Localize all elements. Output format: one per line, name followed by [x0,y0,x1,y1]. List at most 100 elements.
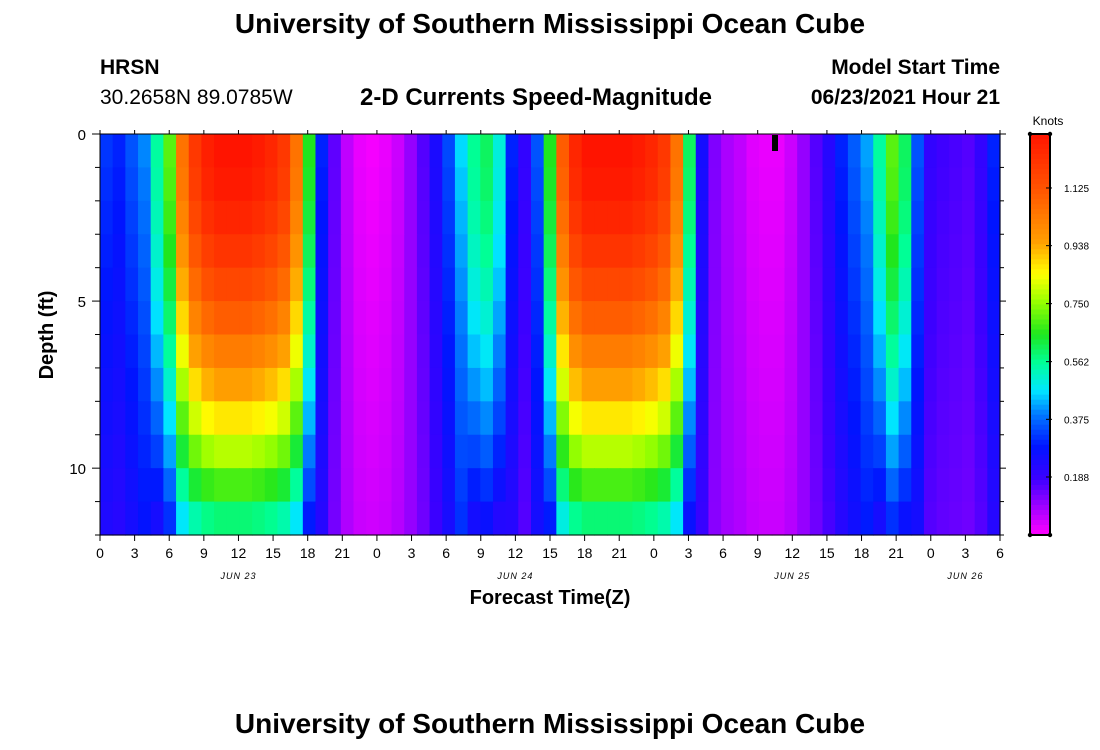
heatmap-cell [619,468,633,503]
heatmap-cell [847,468,862,503]
heatmap-cell [632,267,646,302]
heatmap-cell [492,401,507,436]
heatmap-cell [911,200,925,235]
heatmap-cell [315,267,329,302]
heatmap-cell [378,167,393,202]
heatmap-cell [125,267,139,302]
heatmap-cell [923,501,938,536]
heatmap-cell [581,367,595,402]
heatmap-cell [594,367,608,402]
heatmap-cell [264,468,279,503]
heatmap-cell [505,267,519,302]
heatmap-cell [150,134,164,169]
y-axis: 0 5 10 [69,127,1006,536]
heatmap-cell [366,434,380,469]
heatmap-cell [264,267,279,302]
heatmap-cell [138,468,152,503]
heatmap-cell [708,167,722,202]
heatmap-cell [264,401,279,436]
heatmap-cell [112,267,126,302]
colorbar-segment [1030,209,1050,215]
heatmap-cell [353,501,367,536]
heatmap-cell [657,267,672,302]
heatmap-cell [949,234,963,269]
x-tick-label: 9 [754,545,762,561]
heatmap-cell [315,301,329,336]
heatmap-cell [404,234,418,269]
heatmap-cell [416,267,431,302]
heatmap-cell [987,367,1001,402]
heatmap-cell [239,134,253,169]
heatmap-cell [632,301,646,336]
heatmap-cell [860,234,874,269]
heatmap-cell [632,501,646,536]
heatmap-cell [163,468,177,503]
heatmap-cell [809,367,824,402]
heatmap-cell [264,234,279,269]
heatmap-cell [898,301,912,336]
heatmap-cell [619,301,633,336]
heatmap-cell [505,501,519,536]
heatmap-cell [632,468,646,503]
heatmap-cell [949,401,963,436]
colorbar-segment [1030,429,1050,436]
heatmap-cell [594,468,608,503]
heatmap-cell [695,167,710,202]
heatmap-cell [569,200,583,235]
heatmap-cell [911,301,925,336]
heatmap-cell [429,301,443,336]
colorbar-segment [1030,214,1050,220]
heatmap-cell [467,167,481,202]
heatmap-cell [619,367,633,402]
heatmap-cell [340,501,355,536]
heatmap-cell [201,267,215,302]
colorbar-segment [1030,229,1050,235]
heatmap-cell [797,401,811,436]
heatmap-cell [480,334,494,369]
heatmap-cell [721,401,735,436]
heatmap-cell [911,267,925,302]
heatmap-cell [530,267,545,302]
heatmap-cell [112,501,126,536]
heatmap-cell [239,234,253,269]
heatmap-cell [594,501,608,536]
x-tick-label: 9 [200,545,208,561]
heatmap-cell [556,501,570,536]
heatmap-cell [353,134,367,169]
heatmap-cell [847,200,862,235]
heatmap-cell [378,434,393,469]
heatmap-cell [847,134,862,169]
colorbar-segment [1030,424,1050,431]
heatmap-cell [974,501,988,536]
heatmap-cell [556,367,570,402]
heatmap-cell [112,234,126,269]
heatmap-cell [543,401,557,436]
heatmap-cell [771,200,786,235]
heatmap-cell [518,434,532,469]
page-title: University of Southern Mississippi Ocean… [234,8,866,39]
heatmap-cell [949,267,963,302]
heatmap-cell [619,234,633,269]
heatmap-cell [569,401,583,436]
heatmap-cell [898,234,912,269]
heatmap-cell [860,134,874,169]
heatmap-cell [784,501,798,536]
heatmap-cell [391,267,405,302]
heatmap-cell [290,367,304,402]
heatmap-cell [733,200,748,235]
heatmap-cell [138,434,152,469]
heatmap-cell [543,134,557,169]
heatmap-cell [797,267,811,302]
heatmap-cell [543,468,557,503]
heatmap-cell [885,301,900,336]
heatmap-cell [480,401,494,436]
colorbar-segment [1030,264,1050,270]
heatmap-cell [974,468,988,503]
heatmap-cell [683,401,697,436]
heatmap-cell [708,200,722,235]
heatmap-cell [847,367,862,402]
heatmap-cell [176,267,190,302]
heatmap-cell [340,234,355,269]
heatmap-cell [556,434,570,469]
heatmap-cell [746,200,760,235]
